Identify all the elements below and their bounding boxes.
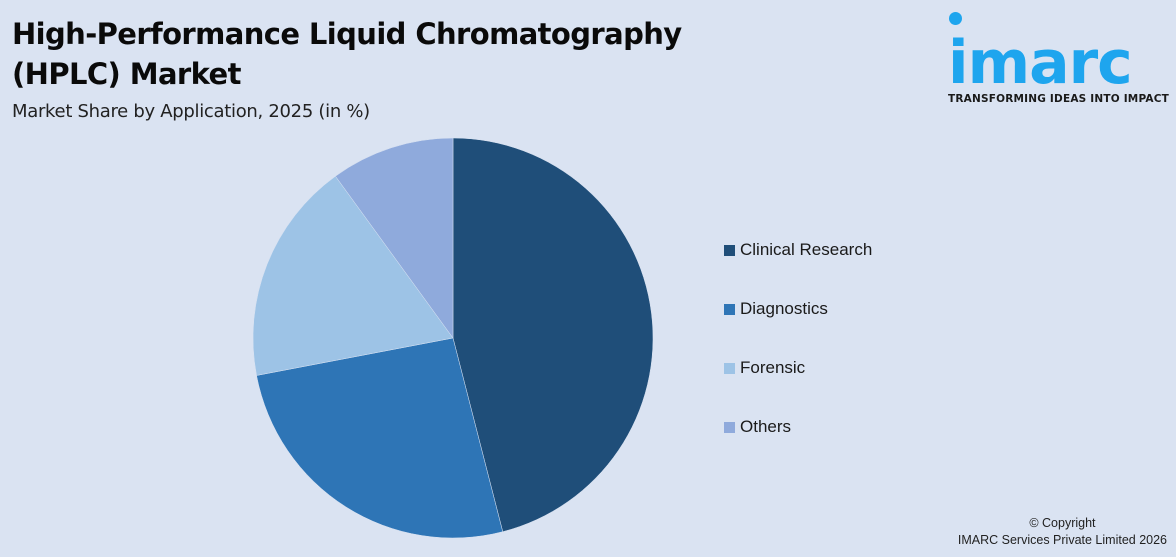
logo-tagline: TRANSFORMING IDEAS INTO IMPACT [948, 93, 1169, 105]
chart-title: High-Performance Liquid Chromatography (… [12, 17, 682, 91]
legend-swatch-icon [724, 244, 735, 256]
legend-item-clinical-research: Clinical Research [724, 240, 872, 260]
legend-swatch-icon [724, 303, 735, 315]
legend-item-forensic: Forensic [724, 358, 872, 378]
legend-item-diagnostics: Diagnostics [724, 299, 872, 319]
footer: © Copyright IMARC Services Private Limit… [958, 515, 1167, 549]
legend-label: Diagnostics [740, 299, 828, 318]
legend-item-others: Others [724, 417, 872, 437]
legend-swatch-icon [724, 362, 735, 374]
pie-slice-forensic [252, 175, 454, 376]
legend-label: Forensic [740, 358, 806, 377]
logo-wordmark: imarc [948, 28, 1133, 98]
copyright-company: IMARC Services Private Limited 2026 [957, 533, 1167, 547]
legend-swatch-icon [724, 421, 735, 433]
logo-dot-icon [949, 12, 962, 25]
legend-label: Clinical Research [740, 240, 873, 259]
chart-legend: Clinical Research Diagnostics Forensic Othe… [724, 240, 872, 476]
pie-slice-clinical-research [452, 137, 654, 533]
legend-label: Others [740, 417, 792, 436]
pie-slice-others [335, 137, 454, 339]
chart-subtitle: Market Share by Application, 2025 (in %) [12, 101, 370, 122]
copyright-label: © Copyright [1029, 516, 1096, 530]
imarc-logo: imarc [946, 12, 1170, 94]
pie-slice-diagnostics [256, 337, 504, 539]
